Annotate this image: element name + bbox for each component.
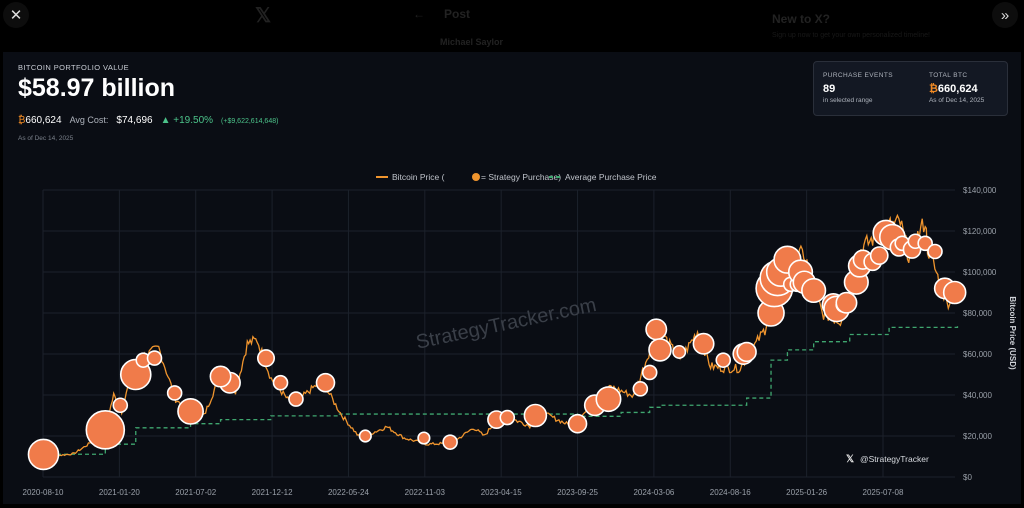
purchase-marker <box>499 409 516 426</box>
purchase-marker <box>288 391 304 407</box>
total-btc-value: 660,624 <box>937 83 978 95</box>
x-logo: 𝕏 <box>255 5 272 27</box>
x-tick-label: 2023-09-25 <box>557 488 598 497</box>
x-tick-label: 2024-08-16 <box>710 488 751 497</box>
purchase-marker <box>442 434 458 450</box>
avg-cost-label: Avg Cost: <box>69 115 109 125</box>
x-logo-icon: 𝕏 <box>846 454 854 465</box>
purchase-marker <box>648 338 672 362</box>
stats-card: PURCHASE EVENTS 89 in selected range TOT… <box>813 61 1008 116</box>
purchase-marker <box>595 386 622 413</box>
purchase-marker <box>209 365 232 388</box>
x-tick-label: 2021-01-20 <box>99 488 140 497</box>
purchase-marker <box>27 438 60 471</box>
post-title: Post <box>444 7 471 21</box>
y-axis-label: Bitcoin Price (USD) <box>1008 296 1017 370</box>
purchase-marker <box>942 280 967 305</box>
back-arrow-icon: ← <box>413 7 425 21</box>
purchase-marker <box>736 341 757 363</box>
expand-button[interactable]: » <box>992 2 1018 28</box>
portfolio-summary: ₿660,624 Avg Cost: $74,696 ▲ +19.50% (+$… <box>18 115 278 126</box>
purchase-marker <box>641 364 658 381</box>
purchase-events-sub: in selected range <box>823 97 873 104</box>
y-tick-label: $120,000 <box>963 227 997 236</box>
close-button[interactable]: ✕ <box>3 2 29 28</box>
purchase-marker <box>257 349 276 368</box>
purchase-marker <box>645 318 668 341</box>
purchase-marker <box>567 413 588 434</box>
change-amount: (+$9,622,614,648) <box>221 118 279 125</box>
purchase-marker <box>146 350 163 366</box>
as-of-date: As of Dec 14, 2025 <box>18 135 74 142</box>
y-tick-label: $0 <box>963 473 972 482</box>
chevrons-right-icon: » <box>1000 6 1010 24</box>
purchase-marker <box>112 397 129 414</box>
purchase-marker <box>715 352 732 368</box>
avg-cost-value: $74,696 <box>116 115 153 126</box>
purchase-events-label: PURCHASE EVENTS <box>823 72 893 79</box>
bitcoin-icon: ₿ <box>18 115 26 126</box>
purchase-marker <box>927 243 943 260</box>
change-percent: +19.50% <box>173 115 214 126</box>
close-icon: ✕ <box>9 7 23 24</box>
average-price-line <box>43 323 959 455</box>
purchase-marker <box>272 374 289 391</box>
btc-amount: 660,624 <box>25 115 62 126</box>
x-tick-label: 2020-08-10 <box>23 488 64 497</box>
purchase-marker <box>672 344 687 359</box>
legend-purchase-label: = Strategy Purchase) <box>481 172 561 182</box>
x-tick-label: 2021-07-02 <box>175 488 216 497</box>
bitcoin-icon: ₿ <box>928 83 938 95</box>
purchase-marker <box>315 372 336 393</box>
total-btc-sub: As of Dec 14, 2025 <box>928 97 985 104</box>
y-tick-label: $140,000 <box>963 186 997 195</box>
x-tick-label: 2025-01-26 <box>786 488 827 497</box>
new-to-x: New to X? <box>772 12 831 26</box>
x-tick-label: 2022-05-24 <box>328 488 369 497</box>
x-tick-label: 2021-12-12 <box>252 488 293 497</box>
purchase-marker <box>358 429 372 443</box>
y-tick-label: $40,000 <box>963 391 992 400</box>
x-tick-label: 2024-03-06 <box>633 488 674 497</box>
y-tick-label: $60,000 <box>963 350 992 359</box>
portfolio-value: $58.97 billion <box>18 74 176 102</box>
watermark: StrategyTracker.com <box>414 294 598 354</box>
y-tick-label: $100,000 <box>963 268 997 277</box>
purchase-marker <box>801 277 827 304</box>
legend-purchase-swatch <box>472 173 480 181</box>
up-triangle-icon: ▲ <box>160 115 171 126</box>
credit-handle: @StrategyTracker <box>860 454 929 464</box>
purchase-marker <box>85 410 126 450</box>
total-btc-label: TOTAL BTC <box>928 72 968 79</box>
purchase-marker <box>523 403 548 428</box>
x-tick-label: 2022-11-03 <box>405 488 446 497</box>
purchase-events-value: 89 <box>823 83 836 95</box>
purchase-marker <box>835 291 858 314</box>
y-tick-label: $20,000 <box>963 432 992 441</box>
legend-price-label: Bitcoin Price ( <box>392 172 445 182</box>
purchase-marker <box>917 235 933 252</box>
x-tick-label: 2023-04-15 <box>481 488 522 497</box>
purchase-marker <box>166 385 183 401</box>
purchase-marker <box>692 332 715 355</box>
purchase-marker <box>869 246 889 266</box>
portfolio-label: BITCOIN PORTFOLIO VALUE <box>18 63 130 72</box>
x-tick-label: 2025-07-08 <box>863 488 904 497</box>
signup-text: Sign up now to get your own personalized… <box>772 32 930 39</box>
purchase-marker <box>417 431 431 445</box>
author-name: Michael Saylor <box>440 37 504 47</box>
purchase-marker <box>177 397 204 425</box>
purchase-marker <box>632 381 649 397</box>
legend-average-label: Average Purchase Price <box>565 172 657 182</box>
y-tick-label: $80,000 <box>963 309 992 318</box>
